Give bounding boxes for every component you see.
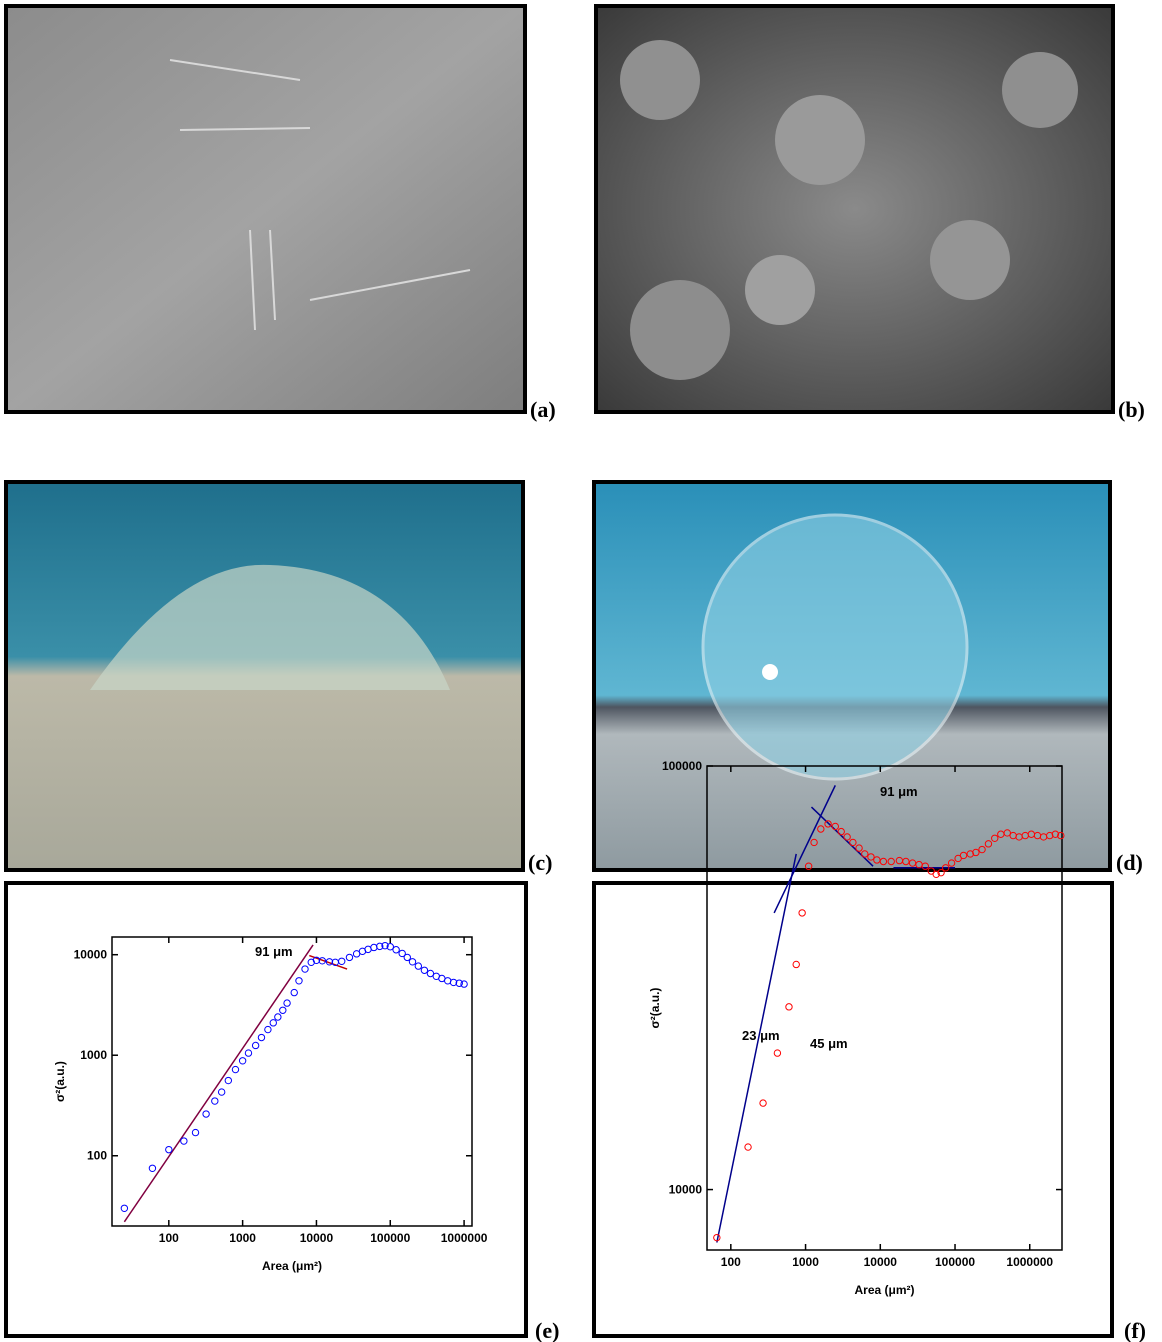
data-point bbox=[232, 1066, 238, 1072]
photo-a bbox=[6, 6, 525, 412]
panel-label: (c) bbox=[528, 850, 552, 875]
data-point bbox=[192, 1129, 198, 1135]
data-point bbox=[212, 1098, 218, 1104]
figure: (a) (b) (c) (d) (e) (f) 100 1000 10000 1000… bbox=[0, 0, 1162, 1342]
y-tick-label: 1000 bbox=[80, 1048, 107, 1062]
data-point bbox=[409, 959, 415, 965]
data-point bbox=[745, 1144, 751, 1150]
x-tick-label: 1000 bbox=[792, 1255, 819, 1269]
data-point bbox=[245, 1050, 251, 1056]
panel-label: (f) bbox=[1124, 1318, 1146, 1342]
plot-frame bbox=[112, 937, 472, 1226]
y-axis-label: σ²(a.u.) bbox=[53, 1061, 67, 1102]
annotation: 91 μm bbox=[880, 784, 918, 799]
annotation: 23 μm bbox=[742, 1028, 780, 1043]
annotation: 45 μm bbox=[810, 1036, 848, 1051]
data-point bbox=[799, 910, 805, 916]
data-point bbox=[296, 978, 302, 984]
data-point bbox=[346, 954, 352, 960]
data-point bbox=[225, 1077, 231, 1083]
data-point bbox=[339, 958, 345, 964]
panel-label: (d) bbox=[1116, 850, 1143, 875]
data-point bbox=[280, 1007, 286, 1013]
x-tick-label: 1000 bbox=[229, 1231, 256, 1245]
x-tick-label: 1000000 bbox=[1006, 1255, 1053, 1269]
x-tick-label: 10000 bbox=[864, 1255, 898, 1269]
x-tick-label: 10000 bbox=[300, 1231, 334, 1245]
photo-b bbox=[596, 6, 1113, 412]
panel-label: (e) bbox=[535, 1318, 559, 1342]
data-point bbox=[284, 1000, 290, 1006]
y-tick-label: 100000 bbox=[662, 759, 702, 773]
data-point bbox=[149, 1165, 155, 1171]
y-tick-label: 10000 bbox=[669, 1183, 703, 1197]
x-tick-label: 100000 bbox=[935, 1255, 975, 1269]
data-point bbox=[774, 1050, 780, 1056]
y-tick-label: 10000 bbox=[74, 948, 108, 962]
data-point bbox=[181, 1138, 187, 1144]
annotation: 91 μm bbox=[255, 944, 293, 959]
data-point bbox=[270, 1020, 276, 1026]
data-point bbox=[371, 944, 377, 950]
data-point bbox=[415, 963, 421, 969]
x-tick-label: 100 bbox=[721, 1255, 741, 1269]
data-point bbox=[166, 1146, 172, 1152]
y-axis-label: σ²(a.u.) bbox=[648, 988, 662, 1029]
data-point bbox=[203, 1111, 209, 1117]
fit-line bbox=[124, 945, 313, 1222]
data-point bbox=[275, 1014, 281, 1020]
data-point bbox=[218, 1089, 224, 1095]
photo-d bbox=[594, 482, 1110, 870]
data-point bbox=[252, 1042, 258, 1048]
x-tick-label: 1000000 bbox=[441, 1231, 488, 1245]
data-point bbox=[239, 1058, 245, 1064]
panel-label: (a) bbox=[530, 397, 556, 422]
data-point bbox=[291, 989, 297, 995]
x-axis-label: Area (μm²) bbox=[262, 1259, 322, 1273]
x-tick-label: 100 bbox=[159, 1231, 179, 1245]
data-point bbox=[258, 1034, 264, 1040]
fit-line bbox=[717, 854, 796, 1243]
data-point bbox=[302, 966, 308, 972]
x-axis-label: Area (μm²) bbox=[854, 1283, 914, 1297]
data-point bbox=[760, 1100, 766, 1106]
data-point bbox=[793, 961, 799, 967]
data-point bbox=[265, 1026, 271, 1032]
data-point bbox=[786, 1004, 792, 1010]
data-point bbox=[121, 1205, 127, 1211]
x-tick-label: 100000 bbox=[370, 1231, 410, 1245]
data-point bbox=[421, 967, 427, 973]
y-tick-label: 100 bbox=[87, 1149, 107, 1163]
photo-c bbox=[6, 482, 523, 870]
data-point bbox=[393, 947, 399, 953]
panel-label: (b) bbox=[1118, 397, 1145, 422]
